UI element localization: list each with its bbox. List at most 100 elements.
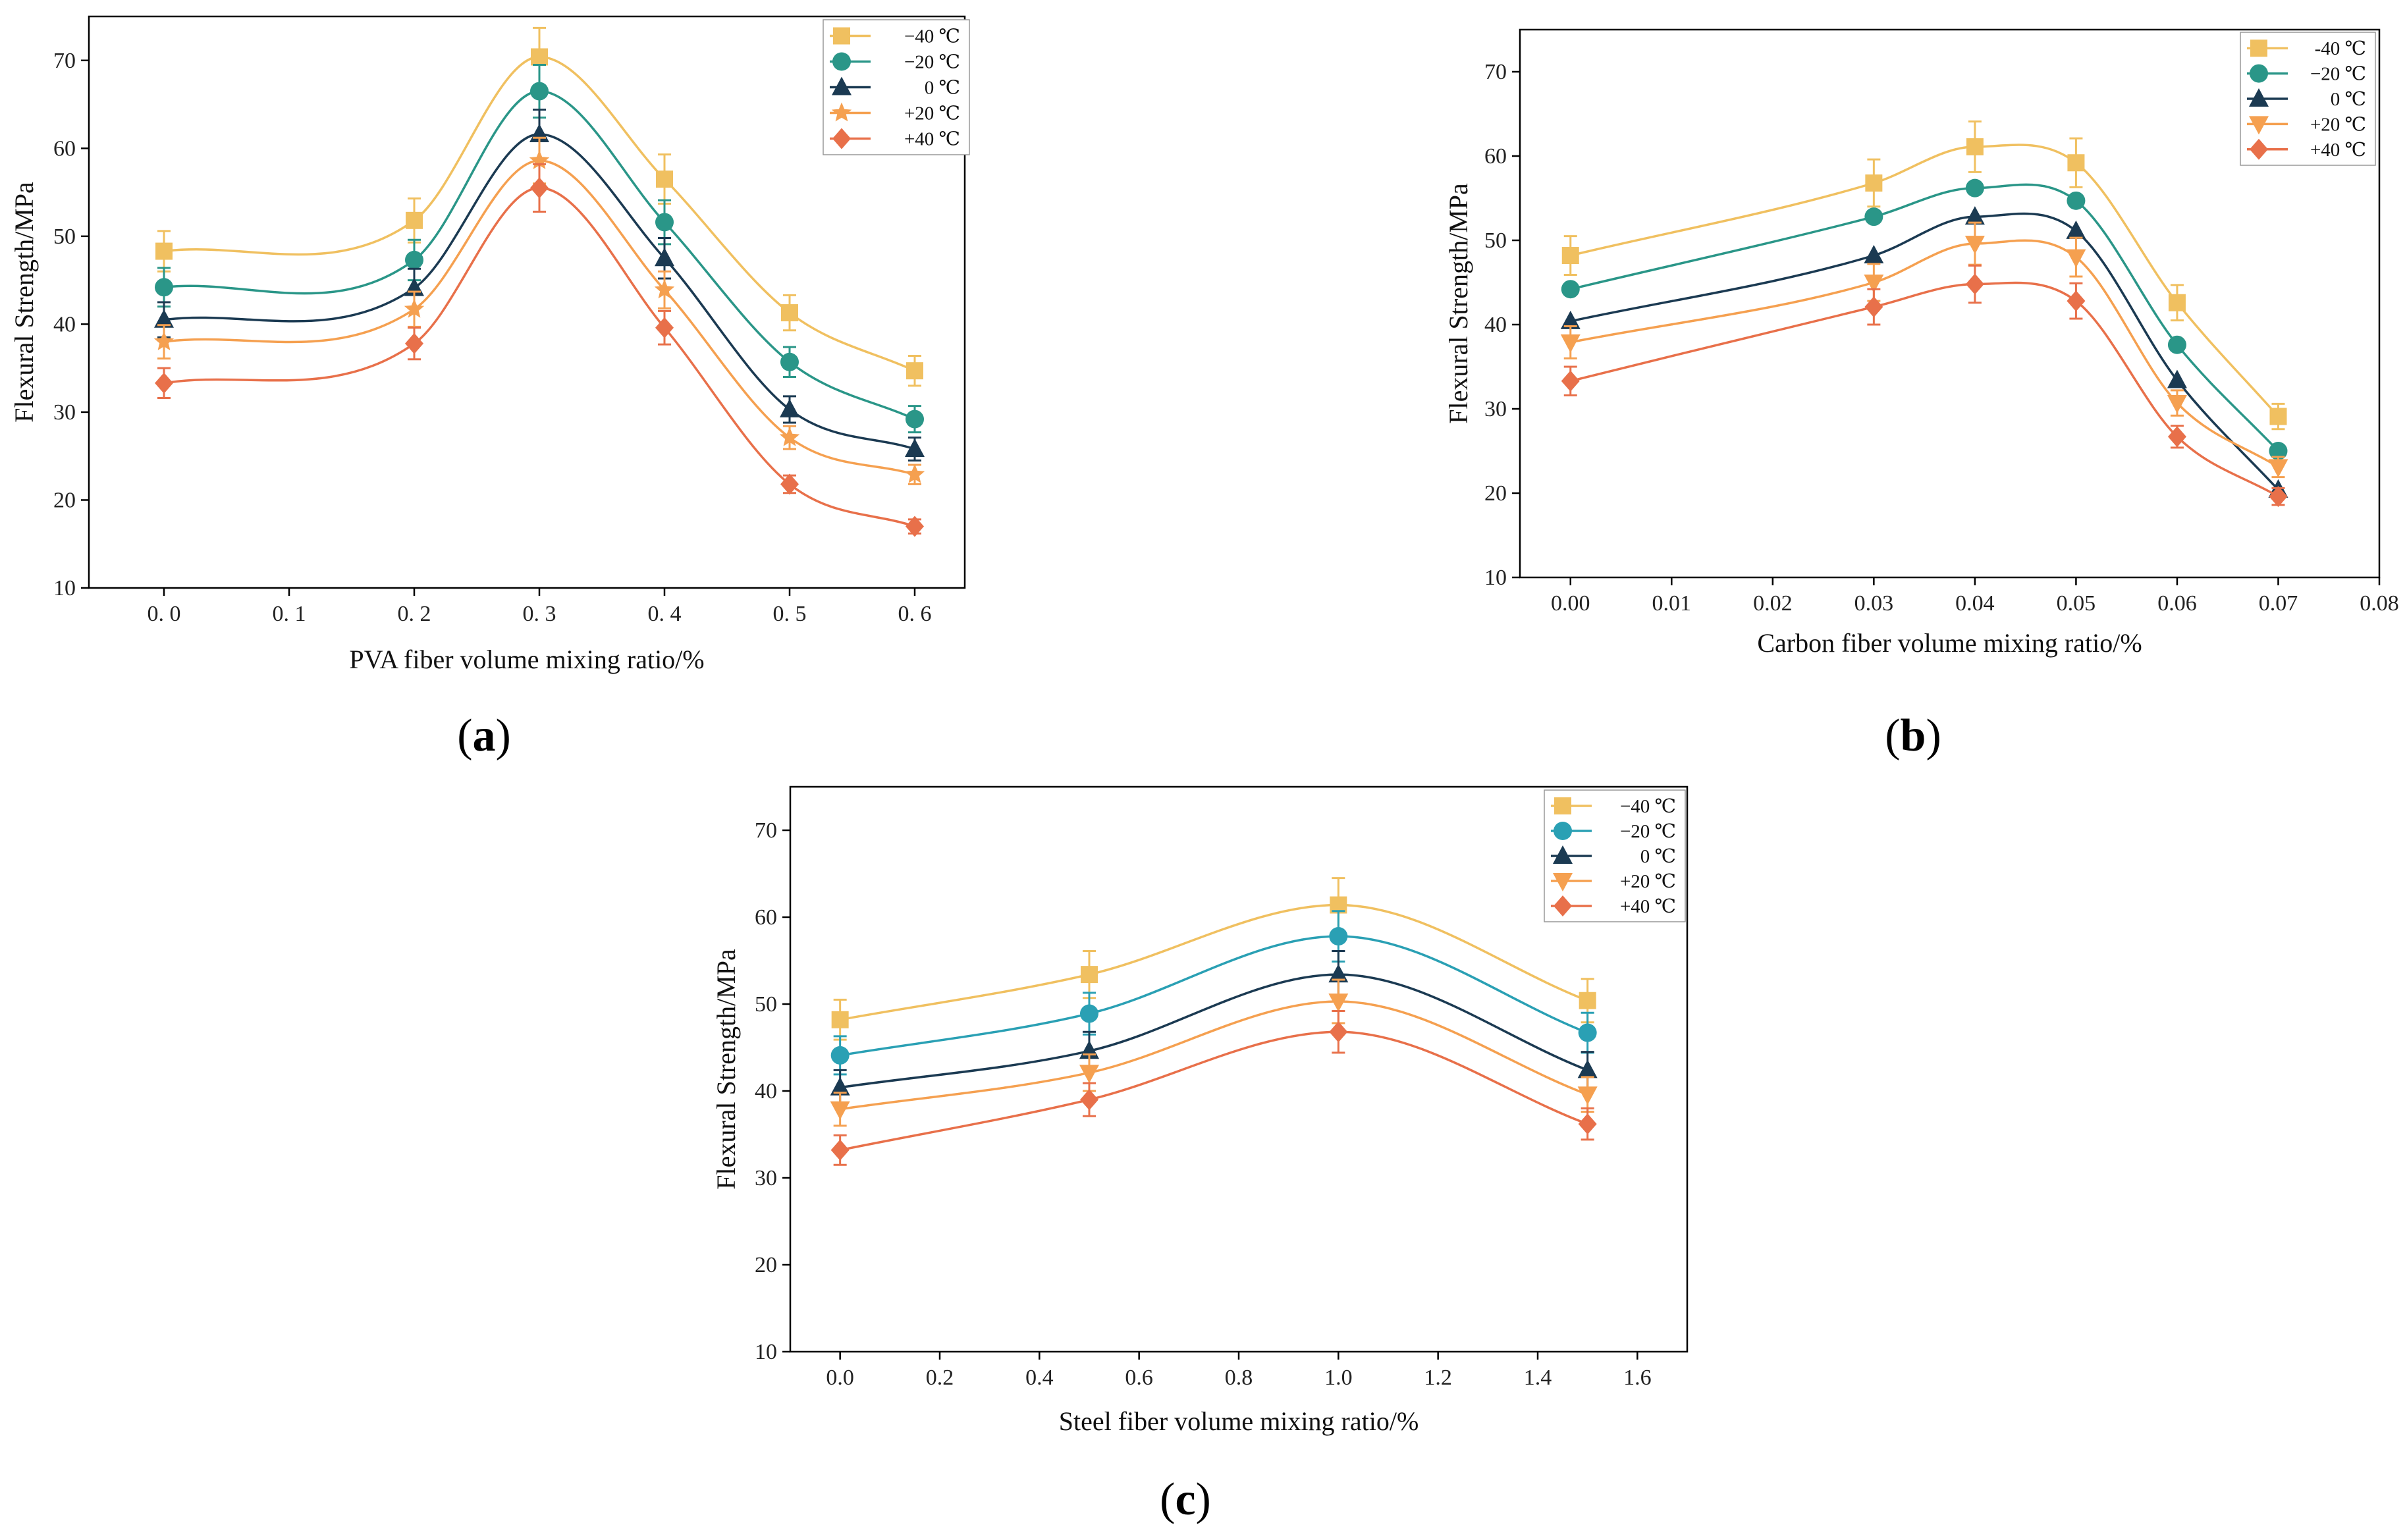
x-tick-label: 0. 3: [523, 602, 556, 626]
x-tick-label: 0.08: [2360, 591, 2399, 616]
series-3: [830, 978, 1598, 1127]
series-0: [155, 26, 923, 387]
data-point: [906, 362, 923, 380]
series-0: [831, 877, 1596, 1041]
y-tick-label: 40: [53, 312, 76, 336]
legend-marker: [2250, 64, 2268, 83]
x-tick-label: 0.06: [2157, 591, 2197, 616]
panel-label-close: ): [1196, 1474, 1211, 1525]
series-line: [840, 973, 1588, 1089]
data-point: [2066, 220, 2086, 239]
data-point: [2268, 459, 2288, 478]
data-point: [2167, 369, 2187, 388]
series-line: [840, 1030, 1588, 1152]
data-point: [2269, 408, 2287, 425]
series-line: [840, 1000, 1588, 1111]
x-tick-label: 0.01: [1652, 591, 1692, 616]
data-point: [1579, 992, 1596, 1009]
y-tick-label: 50: [53, 225, 76, 249]
data-point: [830, 1101, 850, 1120]
series-4: [830, 1010, 1597, 1166]
data-point: [404, 298, 425, 318]
y-tick-label: 60: [1484, 144, 1507, 169]
panel-label-letter: c: [1175, 1474, 1195, 1525]
x-tick-label: 0. 2: [398, 602, 431, 626]
data-point: [1329, 1021, 1348, 1043]
data-point: [655, 213, 674, 232]
x-tick-label: 0.8: [1225, 1366, 1253, 1390]
series-line: [1570, 212, 2279, 491]
y-tick-label: 50: [1484, 228, 1507, 253]
series-line: [840, 903, 1588, 1021]
x-tick-label: 1.0: [1324, 1366, 1353, 1390]
data-point: [831, 1011, 849, 1028]
data-point: [830, 1046, 850, 1065]
data-point: [1964, 236, 1985, 255]
x-tick-label: 0.4: [1025, 1366, 1054, 1390]
y-axis-label: Flexural Strength/MPa: [1444, 183, 1473, 424]
y-axis-label: Flexural Strength/MPa: [9, 182, 39, 423]
data-point: [2067, 191, 2086, 210]
series-4: [1561, 264, 2288, 508]
legend-marker: [1553, 873, 1573, 891]
data-point: [830, 1139, 850, 1161]
data-point: [904, 464, 925, 483]
y-tick-label: 40: [1484, 313, 1507, 337]
series-0: [1561, 120, 2287, 431]
data-point: [654, 279, 675, 299]
data-point: [780, 473, 799, 495]
x-tick-label: 0.00: [1551, 591, 1590, 616]
legend-label: +20 ℃: [1620, 871, 1676, 892]
legend-label: 0 ℃: [1640, 846, 1676, 867]
data-point: [906, 516, 924, 537]
legend-label: +20 ℃: [904, 103, 960, 124]
x-tick-label: 0.04: [1955, 591, 1995, 616]
legend-label: 0 ℃: [2331, 89, 2366, 110]
series-line: [840, 935, 1588, 1057]
y-tick-label: 10: [1484, 566, 1507, 590]
data-point: [1080, 1004, 1098, 1023]
series-4: [155, 163, 924, 537]
data-point: [2067, 290, 2086, 312]
data-point: [1578, 1023, 1597, 1042]
legend-marker: [2249, 88, 2269, 107]
series-3: [153, 136, 925, 485]
data-point: [154, 309, 174, 328]
y-tick-label: 20: [53, 488, 76, 512]
y-tick-label: 60: [755, 905, 777, 930]
x-tick-label: 0.0: [826, 1366, 854, 1390]
y-tick-label: 10: [755, 1340, 777, 1364]
x-tick-label: 0.6: [1125, 1366, 1153, 1390]
y-tick-label: 60: [53, 136, 76, 161]
panel-label-letter: a: [473, 710, 496, 761]
data-point: [155, 242, 173, 260]
panel-label: (b): [1885, 710, 1941, 761]
y-tick-label: 50: [755, 992, 777, 1017]
series-line: [1570, 144, 2279, 417]
x-tick-label: 0. 5: [773, 602, 807, 626]
data-point: [2167, 395, 2187, 414]
data-point: [530, 82, 549, 101]
data-point: [1865, 174, 1883, 192]
x-axis-label: Steel fiber volume mixing ratio/%: [1059, 1406, 1419, 1436]
legend-marker: [1554, 895, 1572, 916]
legend-marker: [833, 27, 850, 45]
data-point: [406, 211, 423, 229]
data-point: [1561, 280, 1580, 299]
data-point: [780, 398, 799, 417]
legend-label: −20 ℃: [1620, 821, 1676, 842]
legend-marker: [1554, 797, 1571, 814]
data-point: [1577, 1059, 1598, 1078]
series-2: [830, 949, 1598, 1106]
legend-label: −40 ℃: [1620, 796, 1676, 817]
panel-label: (c): [1160, 1474, 1211, 1525]
data-point: [155, 372, 173, 394]
legend-label: −20 ℃: [2310, 64, 2366, 85]
x-tick-label: 0.2: [926, 1366, 954, 1390]
data-point: [655, 317, 674, 338]
x-tick-label: 0.02: [1753, 591, 1793, 616]
y-tick-label: 70: [755, 818, 777, 843]
panel-label-open: (: [1160, 1474, 1175, 1525]
x-tick-label: 0.07: [2259, 591, 2298, 616]
plot-frame: [1519, 28, 2381, 579]
